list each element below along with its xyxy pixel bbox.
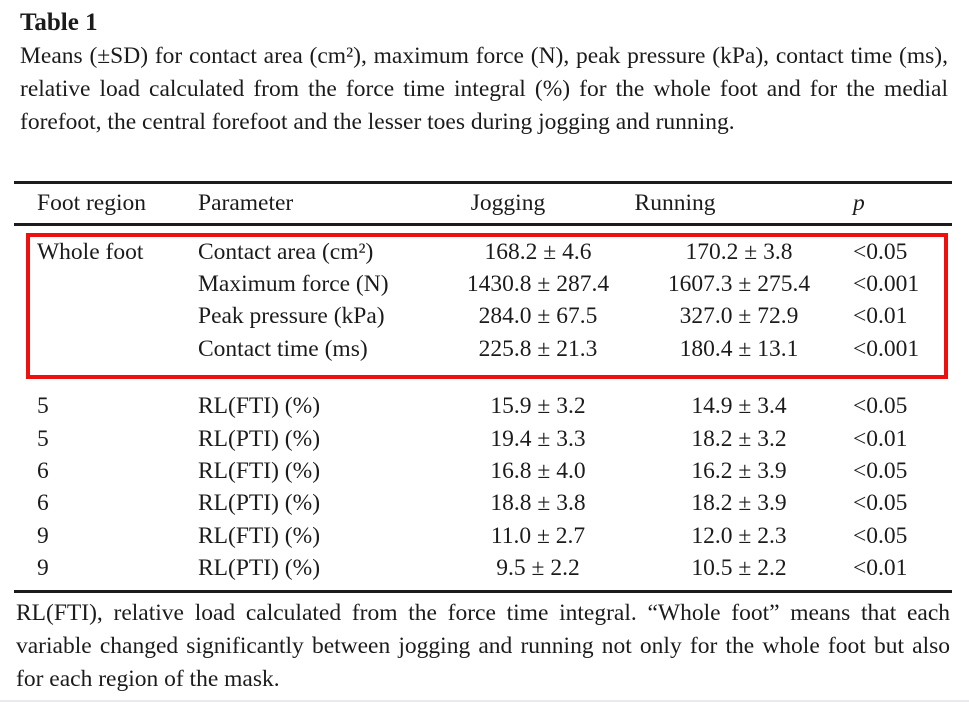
table-header-row: Foot region Parameter Jogging Running p [14, 181, 952, 226]
table-row-whole-foot-peak-pressure: Peak pressure (kPa) 284.0 ± 67.5 327.0 ±… [14, 301, 952, 333]
cell-jogging: 9.5 ± 2.2 [496, 555, 580, 582]
table-row-region5-fti: 5 RL(FTI) (%) 15.9 ± 3.2 14.9 ± 3.4 <0.0… [14, 391, 952, 423]
cell-region: 9 [37, 555, 49, 582]
table-caption-title: Table 1 [20, 9, 98, 36]
table-row-whole-foot-max-force: Maximum force (N) 1430.8 ± 287.4 1607.3 … [14, 268, 952, 300]
cell-region: 5 [37, 393, 49, 420]
cell-running: 18.2 ± 3.9 [691, 490, 787, 517]
cell-p: <0.05 [853, 393, 908, 420]
cell-region: 9 [37, 522, 49, 549]
table-row-region6-fti: 6 RL(FTI) (%) 16.8 ± 4.0 16.2 ± 3.9 <0.0… [14, 455, 952, 487]
cell-region: 6 [37, 458, 49, 485]
table-row-region5-pti: 5 RL(PTI) (%) 19.4 ± 3.3 18.2 ± 3.2 <0.0… [14, 423, 952, 455]
table-row-region6-pti: 6 RL(PTI) (%) 18.8 ± 3.8 18.2 ± 3.9 <0.0… [14, 488, 952, 520]
cell-parameter: Contact time (ms) [198, 335, 368, 362]
data-table: Foot region Parameter Jogging Running p … [14, 181, 952, 593]
cell-jogging: 19.4 ± 3.3 [490, 425, 586, 452]
cell-p: <0.01 [853, 555, 908, 582]
cell-parameter: RL(FTI) (%) [198, 522, 321, 549]
cell-jogging: 225.8 ± 21.3 [478, 335, 598, 362]
cell-running: 1607.3 ± 275.4 [667, 271, 811, 298]
cell-running: 10.5 ± 2.2 [691, 555, 787, 582]
cell-p: <0.001 [853, 335, 920, 362]
cell-running: 170.2 ± 3.8 [685, 238, 793, 265]
table-row-whole-foot-contact-area: Whole foot Contact area (cm²) 168.2 ± 4.… [14, 236, 952, 268]
cell-jogging: 15.9 ± 3.2 [490, 393, 586, 420]
page-bottom-rule [0, 700, 969, 702]
cell-parameter: Contact area (cm²) [198, 238, 374, 265]
table-row-whole-foot-contact-time: Contact time (ms) 225.8 ± 21.3 180.4 ± 1… [14, 333, 952, 365]
table-body: Whole foot Contact area (cm²) 168.2 ± 4.… [14, 226, 952, 593]
col-header-running: Running [634, 190, 716, 216]
cell-jogging: 1430.8 ± 287.4 [466, 271, 610, 298]
cell-p: <0.05 [853, 490, 908, 517]
cell-running: 16.2 ± 3.9 [691, 458, 787, 485]
cell-running: 14.9 ± 3.4 [691, 393, 787, 420]
cell-jogging: 18.8 ± 3.8 [490, 490, 586, 517]
cell-running: 327.0 ± 72.9 [679, 303, 799, 330]
col-header-p: p [853, 190, 865, 216]
cell-p: <0.05 [853, 522, 908, 549]
col-header-parameter: Parameter [198, 190, 294, 216]
cell-p: <0.001 [853, 271, 920, 298]
cell-jogging: 11.0 ± 2.7 [490, 522, 586, 549]
cell-jogging: 284.0 ± 67.5 [478, 303, 598, 330]
cell-running: 12.0 ± 2.3 [691, 522, 787, 549]
cell-parameter: RL(PTI) (%) [198, 425, 321, 452]
table-caption-text: Means (±SD) for contact area (cm²), maxi… [20, 43, 948, 135]
col-header-foot-region: Foot region [37, 190, 147, 216]
cell-p: <0.01 [853, 425, 908, 452]
cell-running: 18.2 ± 3.2 [691, 425, 787, 452]
cell-p: <0.05 [853, 238, 908, 265]
cell-region: 5 [37, 425, 49, 452]
cell-parameter: RL(FTI) (%) [198, 393, 321, 420]
cell-parameter: Peak pressure (kPa) [198, 303, 385, 330]
cell-parameter: RL(PTI) (%) [198, 490, 321, 517]
table-caption: Table 1 Means (±SD) for contact area (cm… [20, 6, 948, 138]
cell-jogging: 16.8 ± 4.0 [490, 458, 586, 485]
table-row-region9-fti: 9 RL(FTI) (%) 11.0 ± 2.7 12.0 ± 2.3 <0.0… [14, 520, 952, 552]
cell-parameter: RL(PTI) (%) [198, 555, 321, 582]
table-row-region9-pti: 9 RL(PTI) (%) 9.5 ± 2.2 10.5 ± 2.2 <0.01 [14, 553, 952, 585]
cell-region: Whole foot [37, 238, 144, 265]
cell-region: 6 [37, 490, 49, 517]
col-header-jogging: Jogging [470, 190, 546, 216]
cell-running: 180.4 ± 13.1 [679, 335, 799, 362]
cell-p: <0.05 [853, 458, 908, 485]
cell-parameter: RL(FTI) (%) [198, 458, 321, 485]
cell-p: <0.01 [853, 303, 908, 330]
table-footnote: RL(FTI), relative load calculated from t… [16, 600, 950, 692]
cell-jogging: 168.2 ± 4.6 [484, 238, 592, 265]
cell-parameter: Maximum force (N) [198, 271, 389, 298]
